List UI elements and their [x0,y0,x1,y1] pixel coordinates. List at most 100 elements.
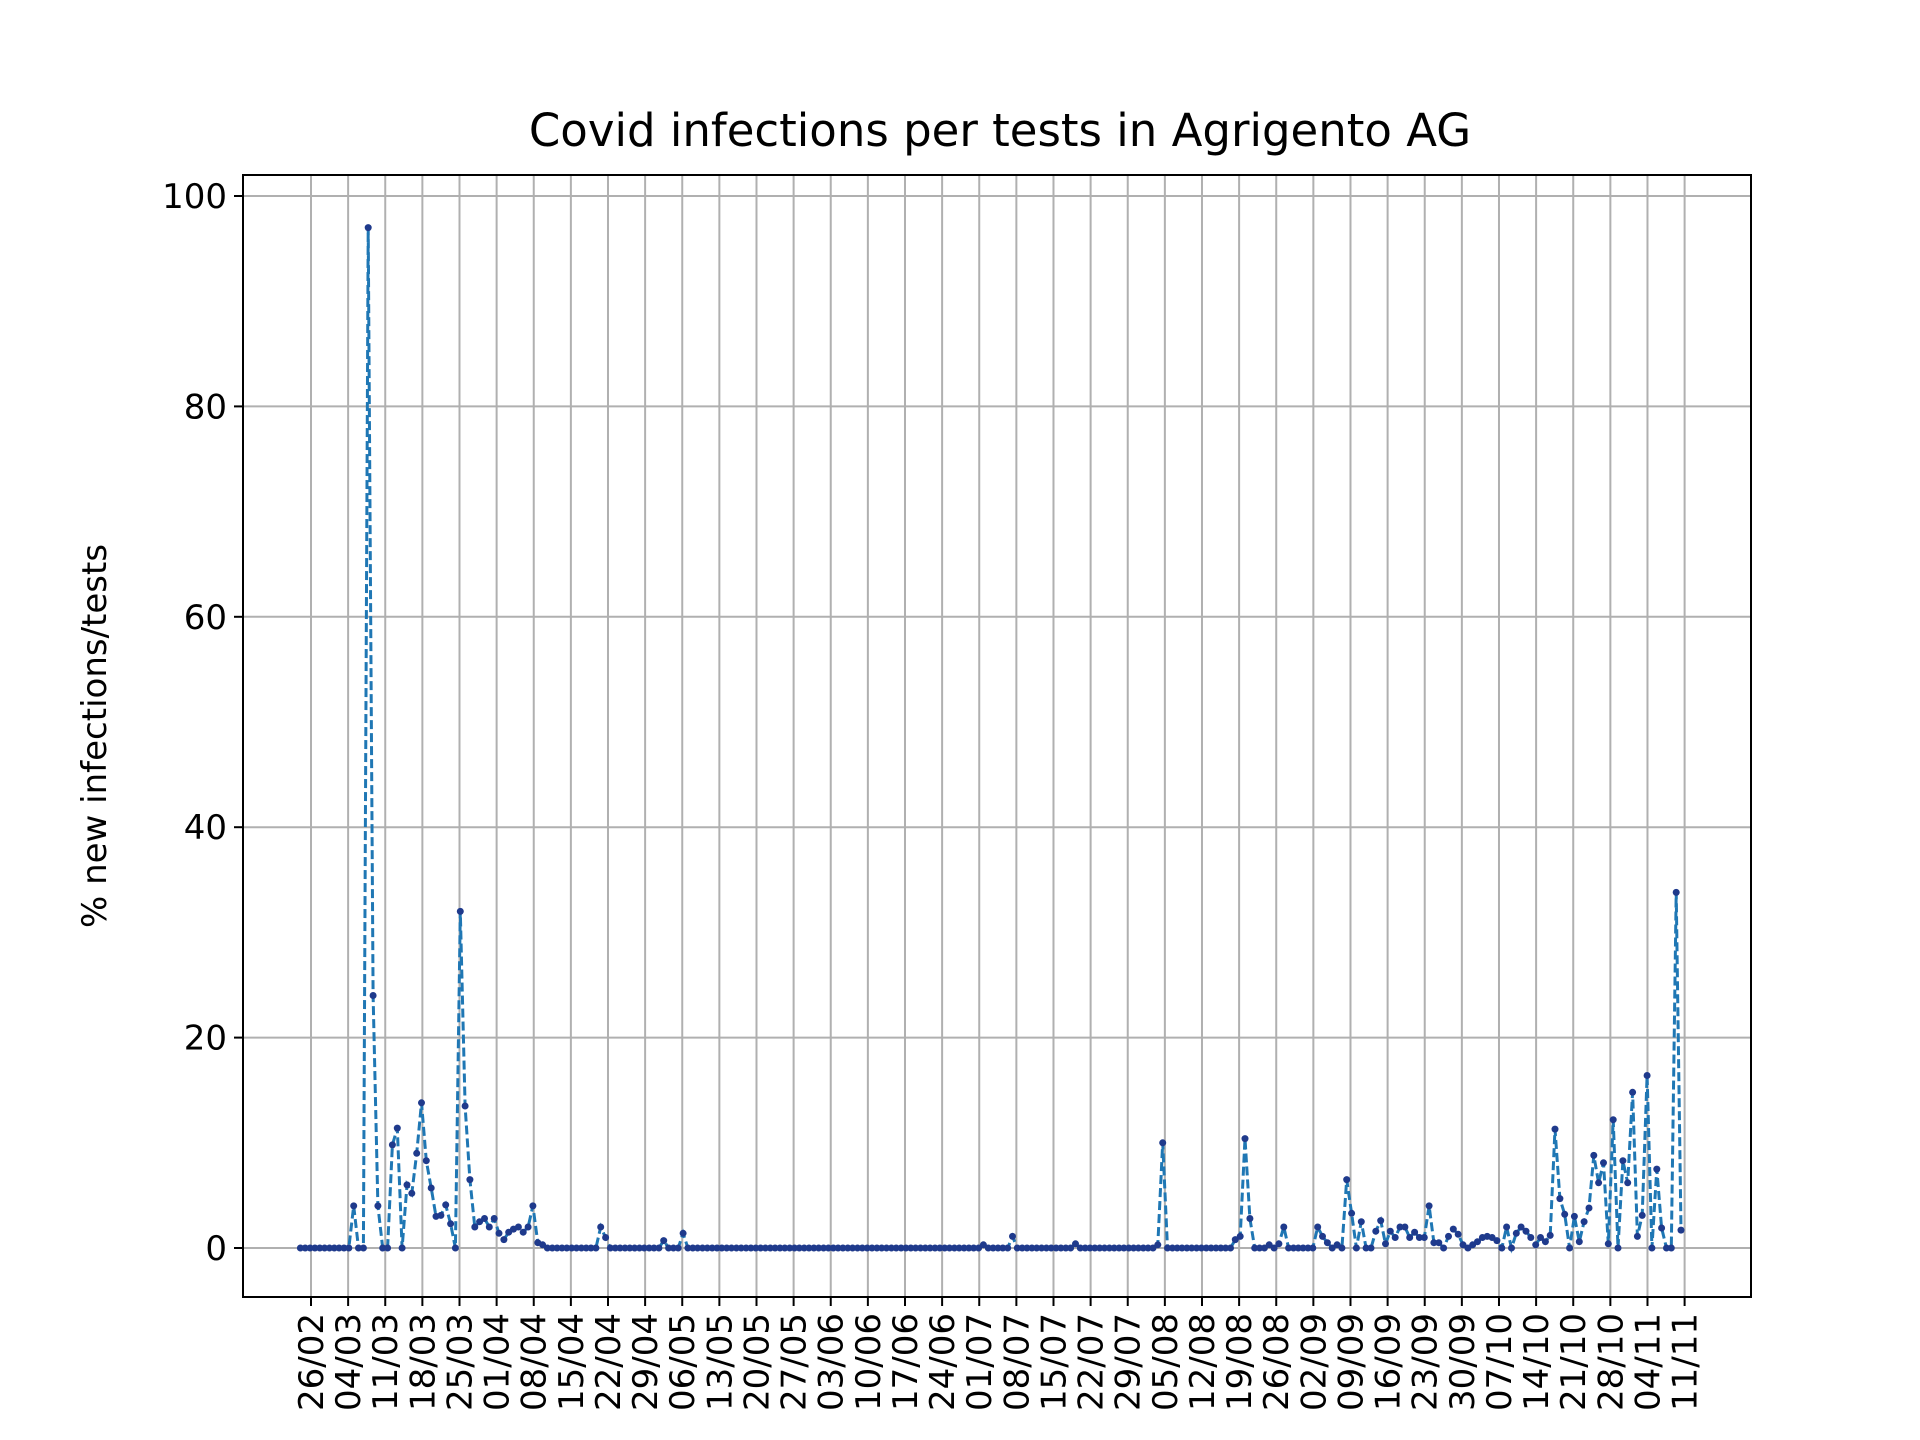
data-point [1323,1239,1331,1247]
data-point [640,1244,648,1252]
data-point [1556,1195,1564,1203]
data-point [1512,1229,1520,1237]
data-point [1033,1244,1041,1252]
data-point [1173,1244,1181,1252]
x-tick-label: 08/07 [997,1313,1037,1411]
data-point [1575,1238,1583,1246]
data-point [1580,1218,1588,1226]
x-tick-label: 06/05 [663,1313,703,1411]
data-point [587,1244,595,1252]
data-point [1609,1116,1617,1124]
data-point [1197,1244,1205,1252]
data-point [723,1244,731,1252]
chart-title: Covid infections per tests in Agrigento … [529,104,1471,157]
data-point [786,1244,794,1252]
data-point [926,1244,934,1252]
data-point [636,1244,643,1252]
x-tick-label: 18/03 [403,1313,443,1411]
data-point [820,1244,828,1252]
data-point [1304,1244,1312,1252]
x-tick-label: 26/08 [1257,1313,1297,1411]
data-point [1009,1232,1016,1240]
data-point [1236,1232,1244,1240]
data-point [388,1141,396,1149]
data-point [815,1244,823,1252]
data-point [500,1236,508,1244]
data-point [897,1244,905,1252]
data-point [970,1244,978,1252]
data-point [645,1244,653,1252]
data-point [1619,1157,1627,1165]
data-point [1222,1244,1230,1252]
data-point [359,1244,367,1252]
data-point [766,1244,774,1252]
data-point [616,1244,624,1252]
data-point [1159,1139,1167,1147]
x-tick-label: 04/03 [329,1313,369,1411]
data-point [427,1184,435,1192]
x-tick-label: 05/08 [1146,1313,1186,1411]
data-point [1038,1244,1046,1252]
data-point [674,1244,682,1252]
data-point [529,1202,537,1210]
data-point [597,1223,605,1231]
data-point [558,1244,566,1252]
data-point [582,1244,590,1252]
data-point [1338,1244,1346,1252]
data-point [1125,1244,1133,1252]
data-point [413,1149,421,1157]
y-tick-label: 0 [205,1229,227,1269]
data-point [1595,1179,1603,1187]
data-point [466,1176,474,1184]
data-point [350,1202,358,1210]
data-point [1590,1151,1598,1159]
x-tick-label: 25/03 [440,1313,480,1411]
data-point [1188,1244,1196,1252]
data-point [887,1244,895,1252]
y-tick-label: 20 [184,1019,227,1059]
data-point [447,1220,455,1228]
data-point [984,1244,992,1252]
data-point [902,1244,910,1252]
data-point [355,1244,362,1252]
data-point [1134,1244,1142,1252]
data-point [1067,1244,1075,1252]
data-point [456,907,464,915]
data-point [418,1099,425,1107]
data-point [703,1244,711,1252]
data-point [892,1244,900,1252]
data-point [1357,1218,1365,1226]
x-tick-label: 22/04 [589,1313,629,1411]
data-point [1285,1244,1293,1252]
data-point [1672,888,1680,896]
data-point [1624,1179,1632,1187]
data-point [1168,1244,1176,1252]
data-point [393,1124,401,1132]
data-point [728,1244,735,1252]
data-point [553,1244,561,1252]
data-point [563,1244,571,1252]
data-point [369,992,377,999]
data-point [834,1244,842,1252]
data-point [1551,1125,1559,1133]
x-tick-label: 27/05 [775,1313,815,1411]
data-point [1372,1227,1380,1235]
data-point [960,1244,968,1252]
data-point [858,1244,866,1252]
x-tick-label: 01/04 [478,1313,518,1411]
data-point [742,1244,750,1252]
data-point [1382,1240,1389,1248]
data-point [543,1244,551,1252]
data-point [1139,1244,1147,1252]
x-tick-label: 23/09 [1406,1313,1446,1411]
data-point [548,1244,556,1252]
data-point [1028,1244,1036,1252]
x-tick-label: 11/11 [1666,1313,1706,1411]
data-point [829,1244,837,1252]
data-point [345,1244,353,1252]
x-tick-label: 10/06 [849,1313,889,1411]
data-point [873,1244,881,1252]
x-tick-label: 30/09 [1443,1313,1483,1411]
data-point [752,1244,760,1252]
